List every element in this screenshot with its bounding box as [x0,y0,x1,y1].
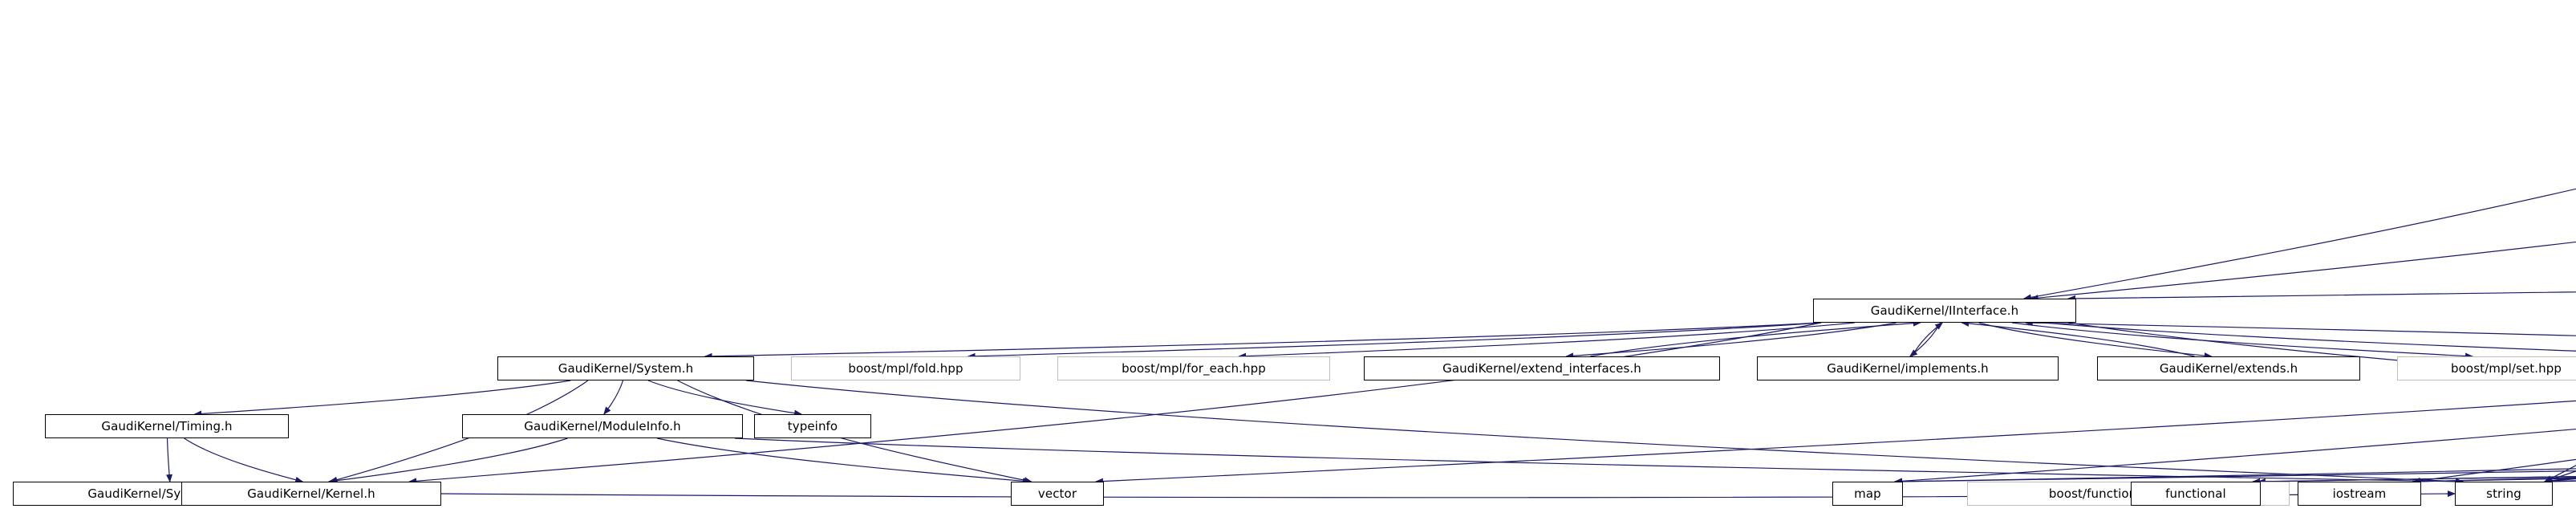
graph-edge-serializestl-to-vector [1095,400,2576,485]
graph-node-system[interactable]: GaudiKernel/System.h [497,356,754,380]
graph-node-functional[interactable]: functional [2131,482,2261,506]
graph-edge-root-to-iinterface [2022,188,2576,301]
graph-edge-root-to-string [2544,465,2576,482]
graph-edge-iinterface-to-mplset [2011,322,2473,360]
graph-edge-hash_h-to-string [2544,478,2576,485]
graph-edge-timing-to-kernel [184,437,304,483]
graph-edge-issueseverity-to-string [2544,478,2576,485]
graph-edge-iinterface-to-mplforeach [1238,322,1855,360]
graph-edge-msgstream-to-string [2544,476,2576,484]
graph-node-implements[interactable]: GaudiKernel/implements.h [1757,356,2059,380]
graph-edge-implements-to-iinterface [1911,322,1944,357]
graph-edge-statuscode-to-iinterface [2024,319,2576,336]
graph-edge-system-to-typeinfo [647,380,803,417]
graph-node-mplfold[interactable]: boost/mpl/fold.hpp [791,356,1020,380]
graph-edge-issueseverity-to-iostream [2412,477,2576,485]
graph-edge-gaudiexception-to-string [2544,470,2576,482]
graph-edge-issueseverity-to-map_std [1894,468,2576,485]
graph-edge-system-to-moduleinfo [603,380,624,415]
graph-edge-hash_h-to-functional [2252,475,2576,485]
graph-node-iostream[interactable]: iostream [2298,482,2421,506]
graph-edge-iinterface-to-mplinsert [2043,322,2576,352]
graph-edge-serializestl-to-map_std [1894,428,2576,485]
graph-edge-hash_h-to-boosthash [2257,476,2576,485]
graph-edge-timing-to-systembase [166,437,172,482]
graph-edge-extends-to-iinterface [1961,319,2195,357]
graph-node-typeinfo[interactable]: typeinfo [754,414,871,438]
graph-edge-iinterface-to-mplfold [967,322,1822,360]
graph-node-map_std[interactable]: map [1832,482,1903,506]
graph-node-mplset[interactable]: boost/mpl/set.hpp [2397,356,2576,380]
graph-edge-gaudiexception-to-iinterface [2030,241,2576,302]
graph-node-iinterface[interactable]: GaudiKernel/IInterface.h [1813,299,2076,323]
graph-node-timing[interactable]: GaudiKernel/Timing.h [45,414,289,438]
graph-edge-iinterface-to-extends [1978,322,2213,360]
graph-node-kernel[interactable]: GaudiKernel/Kernel.h [181,482,441,506]
graph-edge-msgstream-to-iostream [2412,458,2576,484]
graph-edge-system-to-string [745,380,2464,485]
graph-edge-moduleinfo-to-string [734,437,2464,485]
graph-edge-iinterface-to-extendifaces [1565,322,1897,360]
graph-edge-iinterface-to-system [704,322,1822,360]
graph-edge-serializestl-to-string [2544,477,2576,484]
graph-edge-system-to-timing [193,380,571,417]
graph-edge-iinterface-to-implements [1909,322,1941,357]
graph-edge-iinterface-to-kernel [408,322,1822,485]
graph-node-extends[interactable]: GaudiKernel/extends.h [2097,356,2360,380]
graph-edge-moduleinfo-to-vector [656,437,1031,485]
graph-edge-map_h-to-iostream [2412,478,2576,485]
graph-node-string[interactable]: string [2455,482,2553,506]
graph-edge-extendifaces-to-iinterface [1590,319,1921,357]
graph-edge-map_h-to-map_std [1894,470,2576,485]
graph-edge-imessagesvc-to-iinterface [2067,291,2576,302]
graph-node-vector[interactable]: vector [1011,482,1104,506]
graph-node-extendifaces[interactable]: GaudiKernel/extend_interfaces.h [1364,356,1720,380]
graph-node-mplforeach[interactable]: boost/mpl/for_each.hpp [1057,356,1330,380]
graph-edge-moduleinfo-to-kernel [327,437,568,484]
graph-node-moduleinfo[interactable]: GaudiKernel/ModuleInfo.h [462,414,743,438]
